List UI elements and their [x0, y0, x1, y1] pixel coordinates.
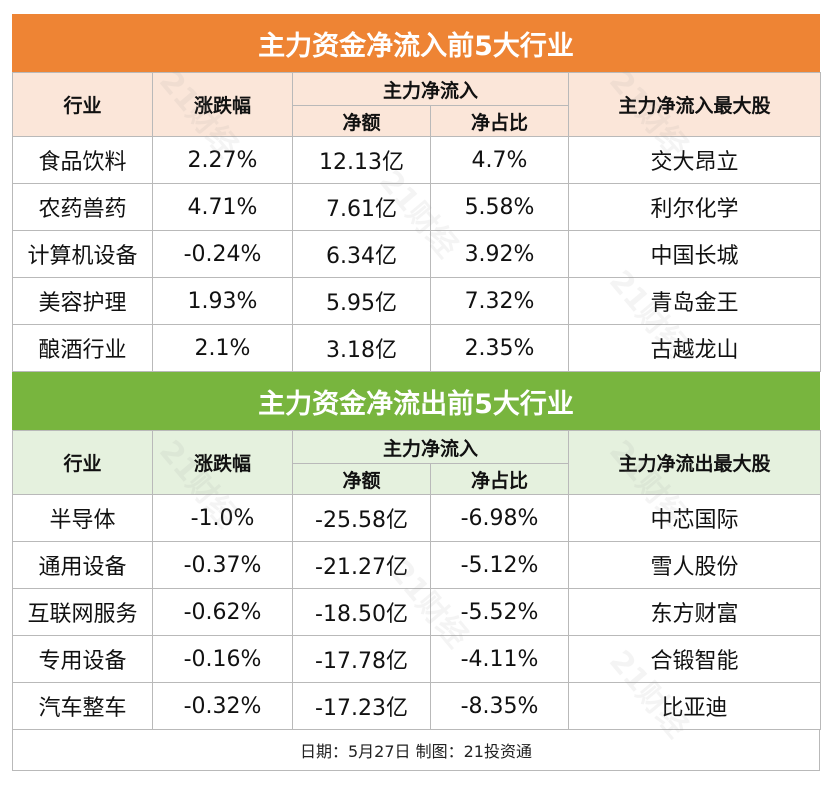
cell-industry: 半导体	[12, 494, 153, 542]
header-net-inflow-group: 主力净流入	[291, 72, 570, 106]
cell-net-amount: 12.13亿	[292, 136, 431, 184]
cell-change: 1.93%	[152, 277, 293, 325]
header-net-amount: 净额	[292, 105, 431, 137]
cell-top-stock: 青岛金王	[568, 277, 822, 325]
outflow-title: 主力资金净流出前5大行业	[12, 372, 820, 430]
cell-net-ratio: 3.92%	[429, 230, 570, 278]
outflow-table: 行业 涨跌幅 主力净流入 主力净流出最大股 净额 净占比 半导体 -1.0% -25…	[12, 430, 822, 730]
cell-change: -0.24%	[152, 230, 293, 278]
cell-top-stock: 比亚迪	[568, 682, 822, 730]
cell-net-amount: 7.61亿	[292, 183, 431, 231]
header-net-inflow-group: 主力净流入	[291, 430, 570, 464]
cell-industry: 酿酒行业	[12, 324, 153, 372]
cell-top-stock: 利尔化学	[568, 183, 822, 231]
cell-net-amount: -17.78亿	[292, 635, 431, 683]
cell-net-ratio: -6.98%	[429, 494, 570, 542]
cell-net-amount: -17.23亿	[292, 682, 431, 730]
cell-net-ratio: -8.35%	[429, 682, 570, 730]
cell-change: -1.0%	[152, 494, 293, 542]
inflow-rows: 食品饮料 2.27% 12.13亿 4.7% 交大昂立 农药兽药 4.71% 7.61亿 5.5…	[12, 136, 822, 372]
cell-net-ratio: 2.35%	[429, 324, 570, 372]
header-net-ratio: 净占比	[429, 463, 570, 495]
cell-change: -0.16%	[152, 635, 293, 683]
outflow-header-row: 行业 涨跌幅 主力净流入 主力净流出最大股	[12, 430, 822, 495]
cell-industry: 专用设备	[12, 635, 153, 683]
inflow-title: 主力资金净流入前5大行业	[12, 14, 820, 72]
cell-industry: 美容护理	[12, 277, 153, 325]
header-net-ratio: 净占比	[429, 105, 570, 137]
table-row: 农药兽药 4.71% 7.61亿 5.58% 利尔化学	[12, 183, 822, 231]
table-row: 酿酒行业 2.1% 3.18亿 2.35% 古越龙山	[12, 324, 822, 372]
header-industry: 行业	[12, 72, 153, 137]
table-row: 美容护理 1.93% 5.95亿 7.32% 青岛金王	[12, 277, 822, 325]
cell-net-ratio: -5.12%	[429, 541, 570, 589]
header-change: 涨跌幅	[152, 430, 293, 495]
cell-top-stock: 东方财富	[568, 588, 822, 636]
header-top-stock: 主力净流入最大股	[568, 72, 822, 137]
cell-net-amount: 6.34亿	[292, 230, 431, 278]
cell-net-amount: -21.27亿	[292, 541, 431, 589]
cell-change: -0.62%	[152, 588, 293, 636]
cell-net-amount: -25.58亿	[292, 494, 431, 542]
cell-change: -0.32%	[152, 682, 293, 730]
cell-net-ratio: 5.58%	[429, 183, 570, 231]
cell-net-amount: -18.50亿	[292, 588, 431, 636]
inflow-table: 行业 涨跌幅 主力净流入 主力净流入最大股 净额 净占比 食品饮料 2.27% 12…	[12, 72, 822, 372]
table-row: 半导体 -1.0% -25.58亿 -6.98% 中芯国际	[12, 494, 822, 542]
cell-net-ratio: -4.11%	[429, 635, 570, 683]
outflow-rows: 半导体 -1.0% -25.58亿 -6.98% 中芯国际 通用设备 -0.37% -21.2…	[12, 494, 822, 730]
cell-industry: 通用设备	[12, 541, 153, 589]
table-row: 专用设备 -0.16% -17.78亿 -4.11% 合锻智能	[12, 635, 822, 683]
table-row: 通用设备 -0.37% -21.27亿 -5.12% 雪人股份	[12, 541, 822, 589]
cell-top-stock: 雪人股份	[568, 541, 822, 589]
cell-change: 2.27%	[152, 136, 293, 184]
cell-industry: 计算机设备	[12, 230, 153, 278]
cell-net-amount: 5.95亿	[292, 277, 431, 325]
cell-industry: 食品饮料	[12, 136, 153, 184]
cell-industry: 汽车整车	[12, 682, 153, 730]
cell-top-stock: 中芯国际	[568, 494, 822, 542]
report-card: 主力资金净流入前5大行业 行业 涨跌幅 主力净流入 主力净流入最大股 净额 净占…	[12, 14, 822, 771]
cell-change: 2.1%	[152, 324, 293, 372]
cell-industry: 互联网服务	[12, 588, 153, 636]
cell-net-ratio: 4.7%	[429, 136, 570, 184]
footer-caption: 日期：5月27日 制图：21投资通	[12, 730, 820, 771]
table-row: 食品饮料 2.27% 12.13亿 4.7% 交大昂立	[12, 136, 822, 184]
cell-change: -0.37%	[152, 541, 293, 589]
cell-industry: 农药兽药	[12, 183, 153, 231]
cell-top-stock: 古越龙山	[568, 324, 822, 372]
table-row: 计算机设备 -0.24% 6.34亿 3.92% 中国长城	[12, 230, 822, 278]
header-industry: 行业	[12, 430, 153, 495]
cell-net-ratio: 7.32%	[429, 277, 570, 325]
header-top-stock: 主力净流出最大股	[568, 430, 822, 495]
header-change: 涨跌幅	[152, 72, 293, 137]
table-row: 汽车整车 -0.32% -17.23亿 -8.35% 比亚迪	[12, 682, 822, 730]
cell-change: 4.71%	[152, 183, 293, 231]
header-net-amount: 净额	[292, 463, 431, 495]
table-row: 互联网服务 -0.62% -18.50亿 -5.52% 东方财富	[12, 588, 822, 636]
cell-top-stock: 合锻智能	[568, 635, 822, 683]
inflow-header-row: 行业 涨跌幅 主力净流入 主力净流入最大股	[12, 72, 822, 137]
cell-net-amount: 3.18亿	[292, 324, 431, 372]
cell-net-ratio: -5.52%	[429, 588, 570, 636]
cell-top-stock: 中国长城	[568, 230, 822, 278]
cell-top-stock: 交大昂立	[568, 136, 822, 184]
inflow-subheader-row: 净额 净占比	[13, 105, 821, 137]
